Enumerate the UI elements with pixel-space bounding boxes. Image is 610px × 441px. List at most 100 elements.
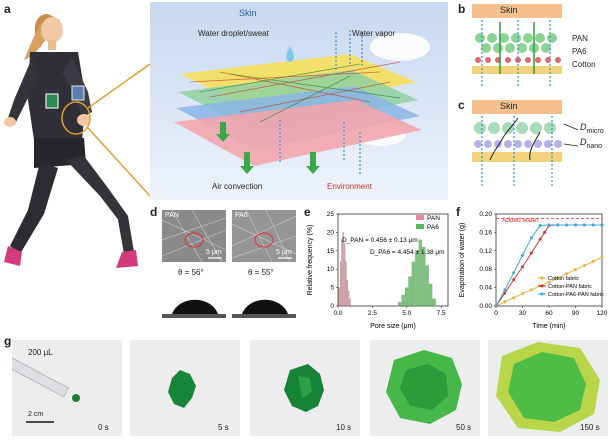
x-ticks-f: 0 30 60 90 120 [494, 306, 608, 317]
annotation-added-water: Added water [502, 217, 539, 224]
layer-label-pa6: PA6 [572, 47, 587, 56]
layer-diagram-b [472, 4, 562, 88]
bar-pan [346, 280, 349, 307]
legend-marker-f [540, 284, 544, 288]
y-tick-label-f: 0.20 [479, 211, 492, 218]
bar-pan [345, 261, 347, 307]
legend-label-f: Cotton fabric [548, 276, 579, 282]
bars-e [337, 232, 436, 307]
series-point [547, 223, 551, 227]
y-ticks-f: 0.00 0.04 0.08 0.12 0.16 0.20 [479, 211, 496, 310]
series-point [538, 224, 542, 227]
annotation-pan: D_PAN = 0.456 ± 0.13 μm [342, 237, 418, 244]
bar-pa6 [404, 287, 409, 307]
x-tick-label-f: 90 [572, 310, 580, 317]
series-point [565, 223, 569, 227]
volume-label: 200 μL [28, 348, 53, 357]
y-tick-label-e: 25 [327, 211, 335, 218]
y-tick-label-e: 20 [327, 229, 335, 236]
bar-pa6 [418, 239, 422, 307]
bar-pa6 [401, 294, 405, 307]
wicking-frame-50s: 50 s [370, 340, 480, 436]
time-label-5: 5 s [218, 423, 229, 432]
y-axis-label-f: Evaporation of water (g) [459, 223, 466, 298]
bar-pa6 [408, 276, 412, 307]
legend-label-e: PA6 [427, 224, 439, 231]
x-ticks-e: 0.0 2.5 5.0 7.5 [333, 306, 446, 317]
bar-pan [342, 232, 344, 307]
series-point [582, 264, 586, 268]
x-tick-label-e: 0.0 [333, 310, 342, 317]
air-convection-label: Air convection [212, 182, 263, 191]
panel-label-f: f [456, 205, 460, 219]
evaporation-chart: 0 30 60 90 120 0.00 0.04 0.08 0.12 0.16 0.20 Adde… [459, 211, 608, 330]
environment-label: Environment [327, 182, 372, 191]
d-nano-label: Dnano [580, 137, 603, 150]
panel-label-g: g [4, 334, 12, 348]
bar-pan [338, 287, 340, 307]
series-point [574, 223, 577, 227]
sem-pa6-label: PA6 [235, 212, 248, 219]
series-point [556, 276, 560, 280]
lines-f [494, 223, 604, 308]
x-tick-label-e: 7.5 [437, 310, 446, 317]
series-point [529, 288, 533, 292]
water-droplet-label: Water droplet/sweat [198, 29, 269, 38]
panel-label-e: e [304, 205, 311, 219]
y-tick-label-e: 10 [327, 266, 335, 273]
time-label-150: 150 s [580, 423, 600, 432]
x-tick-label-f: 0 [494, 310, 498, 317]
legend-label-f: Cotton-PA6-PAN fabric [548, 292, 604, 298]
y-tick-label-e: 15 [327, 248, 335, 255]
bar-pa6 [422, 247, 426, 307]
y-axis-label-e: Relative frequency (%) [307, 225, 314, 296]
legend-swatch-e [416, 224, 424, 229]
layer-label-pan: PAN [572, 34, 588, 43]
skin-label-c: Skin [500, 101, 518, 111]
legend-label-e: PAN [427, 215, 440, 222]
sem-scale-left: 5 μm [206, 249, 222, 256]
plot-frame-e [337, 213, 449, 307]
series-point [538, 237, 542, 241]
panel-label-c: c [458, 98, 465, 112]
series-point [529, 236, 533, 240]
sem-pan-label: PAN [165, 212, 179, 219]
bar-pan [339, 261, 342, 307]
series-point [503, 300, 507, 304]
bar-pa6 [428, 283, 433, 307]
annotation-pa6: D_PA6 = 4.454 ± 1.38 μm [370, 249, 445, 256]
panel-label-a: a [4, 2, 11, 16]
x-tick-label-f: 60 [545, 310, 553, 317]
legend-marker-f [540, 292, 544, 296]
bar-pa6 [432, 298, 436, 307]
legend-f: Cotton fabric Cotton-PAN fabric Cotton-PA6… [538, 276, 604, 298]
contact-angle-pan: θ = 56° [178, 268, 204, 277]
y-tick-label-f: 0.04 [479, 285, 492, 292]
skin-label-b: Skin [500, 5, 518, 15]
bar-pan [349, 298, 351, 307]
series-point [565, 272, 569, 276]
legend-e: PAN PA6 [416, 215, 440, 231]
contact-angle-pa6: θ = 55° [248, 268, 274, 277]
series-point [512, 278, 516, 282]
y-tick-label-f: 0.16 [479, 229, 492, 236]
sem-scale-right: 5 μm [276, 249, 292, 256]
series-point [582, 223, 586, 227]
series-point [600, 223, 604, 227]
y-tick-label-f: 0.00 [479, 303, 492, 310]
bar-pan [337, 302, 339, 307]
series-point [600, 255, 604, 259]
y-tick-label-e: 0 [330, 303, 334, 310]
series-point [503, 288, 507, 292]
wicking-frame-150s: 150 s [488, 340, 608, 436]
skin-label-a: Skin [239, 8, 257, 18]
series-point [556, 223, 560, 227]
scale-bar-label: 2 cm [28, 411, 44, 418]
runner-illustration [4, 14, 151, 268]
time-label-0: 0 s [98, 423, 109, 432]
y-tick-label-f: 0.12 [479, 248, 492, 255]
legend-swatch-e [416, 215, 424, 220]
series-point [503, 291, 507, 295]
wicking-frame-0s: 200 μL 2 cm 0 s [6, 340, 122, 436]
series-point [543, 230, 547, 234]
